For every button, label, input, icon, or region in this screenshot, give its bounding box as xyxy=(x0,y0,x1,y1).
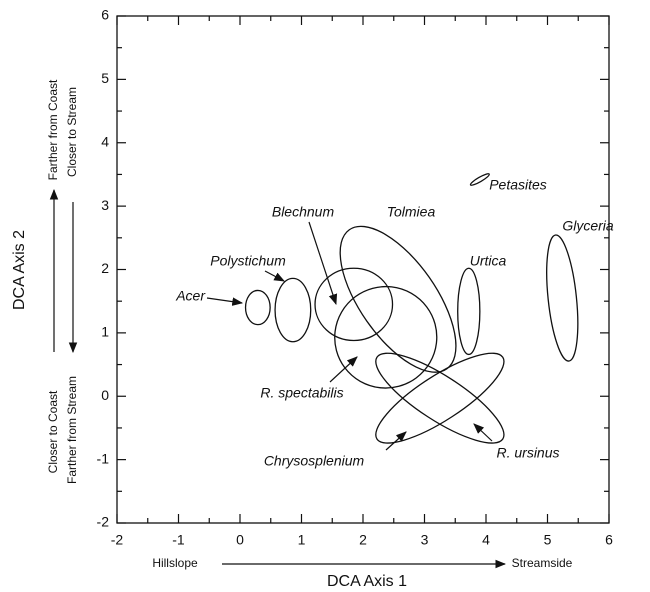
x-tick-label: 5 xyxy=(544,532,552,548)
species-label: Tolmiea xyxy=(387,204,436,220)
ellipse xyxy=(334,285,438,389)
label-arrow xyxy=(329,356,358,383)
x-axis-label: DCA Axis 1 xyxy=(327,573,407,590)
y-bottom-label: Closer to Coast xyxy=(46,390,60,473)
species-label: Urtica xyxy=(470,253,507,269)
x-tick-label: 3 xyxy=(421,532,429,548)
species-label: Petasites xyxy=(489,177,547,193)
ellipse xyxy=(375,352,505,444)
species-label: Acer xyxy=(175,288,206,304)
ellipse xyxy=(469,173,490,186)
label-arrow xyxy=(206,297,244,306)
ellipse xyxy=(375,352,505,444)
x-tick-label: 4 xyxy=(482,532,490,548)
label-arrow xyxy=(473,423,493,442)
x-tick-label: 2 xyxy=(359,532,367,548)
species-label: Polystichum xyxy=(210,253,286,269)
y-tick-label: -1 xyxy=(97,450,110,466)
y-tick-label: -2 xyxy=(97,514,110,530)
ellipse xyxy=(457,267,481,356)
y-tick-label: 2 xyxy=(101,260,109,276)
species-label: R. ursinus xyxy=(496,445,559,461)
species-label: Chrysosplenium xyxy=(264,453,365,469)
y-tick-label: 4 xyxy=(101,133,109,149)
ellipse xyxy=(244,289,271,326)
y-tick-label: 3 xyxy=(101,197,109,213)
y-tick-label: 5 xyxy=(101,70,109,86)
label-arrow xyxy=(385,431,407,451)
x-tick-label: 6 xyxy=(605,532,613,548)
x-tick-label: 1 xyxy=(298,532,306,548)
y-tick-label: 0 xyxy=(101,387,109,403)
y-tick-label: 6 xyxy=(101,7,109,23)
x-tick-label: 0 xyxy=(236,532,244,548)
species-label: R. spectabilis xyxy=(260,385,343,401)
ellipse xyxy=(546,234,579,362)
x-tick-label: -1 xyxy=(172,532,185,548)
label-arrow xyxy=(308,221,338,306)
species-label: Glyceria xyxy=(562,218,614,234)
species-label: Blechnum xyxy=(272,204,335,220)
ellipse xyxy=(314,267,394,342)
x-left-label: Hillslope xyxy=(152,556,198,570)
label-arrow xyxy=(264,270,285,282)
y-top-label: Closer to Stream xyxy=(65,87,79,177)
y-bottom-label: Farther from Stream xyxy=(65,376,79,484)
ellipse xyxy=(274,277,312,343)
y-axis-label: DCA Axis 2 xyxy=(11,230,28,310)
y-tick-label: 1 xyxy=(101,324,109,340)
x-right-label: Streamside xyxy=(512,556,573,570)
y-top-label: Farther from Coast xyxy=(46,79,60,180)
x-tick-label: -2 xyxy=(111,532,124,548)
